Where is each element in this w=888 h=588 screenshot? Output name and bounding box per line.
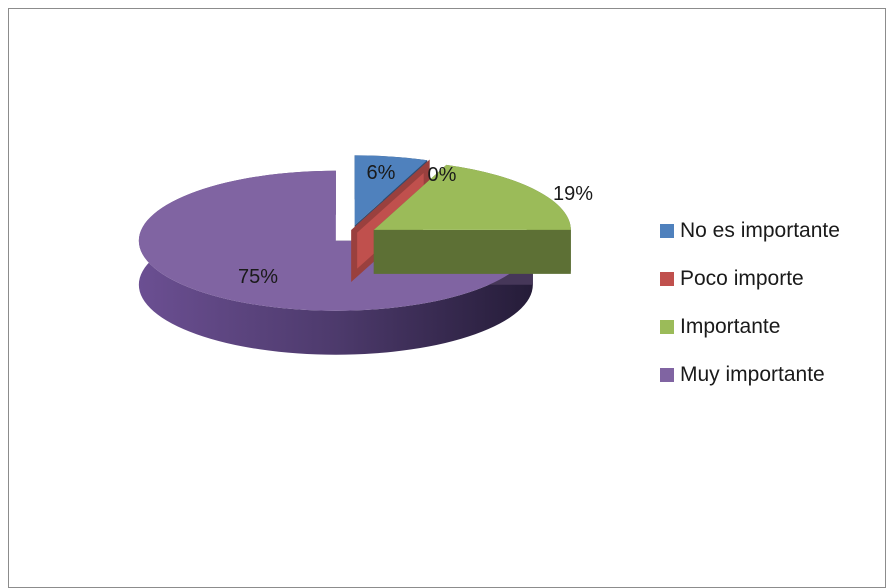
legend-swatch: [660, 224, 674, 238]
legend-label: Muy importante: [680, 363, 825, 386]
legend: No es importante Poco importe Importante…: [660, 207, 840, 399]
legend-item-poco-importe: Poco importe: [660, 255, 840, 303]
legend-item-importante: Importante: [660, 303, 840, 351]
pie-slice-face-importante: [373, 229, 571, 274]
data-label-poco-importe: 0%: [428, 164, 457, 186]
legend-label: Importante: [680, 315, 781, 338]
pie-slice-importante: [373, 164, 571, 230]
legend-item-no-es-importante: No es importante: [660, 207, 840, 255]
legend-label: No es importante: [680, 219, 840, 242]
pie-chart: 6% 0% 19% 75%: [138, 155, 593, 355]
data-label-no-es-importante: 6%: [367, 162, 396, 184]
data-label-muy-importante: 75%: [238, 266, 278, 288]
legend-swatch: [660, 368, 674, 382]
legend-swatch: [660, 272, 674, 286]
pie-slice-muy-importante: [138, 170, 533, 311]
legend-swatch: [660, 320, 674, 334]
chart-area: 6% 0% 19% 75% No es importante Poco importe…: [8, 8, 886, 588]
legend-item-muy-importante: Muy importante: [660, 351, 840, 399]
data-label-importante: 19%: [553, 183, 593, 205]
legend-label: Poco importe: [680, 267, 804, 290]
pie-slice-no-es-importante: [354, 155, 428, 226]
